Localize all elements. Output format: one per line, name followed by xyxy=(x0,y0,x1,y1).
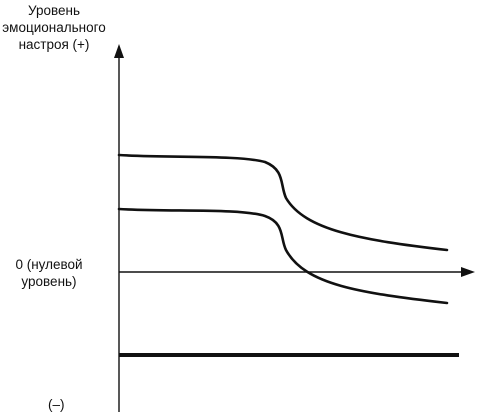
upper-curve xyxy=(117,153,449,252)
zero-level-label-line1: 0 (нулевой xyxy=(15,257,83,272)
y-axis-label-line2: эмоционального xyxy=(2,20,106,35)
y-axis-label-line3: настроя (+) xyxy=(18,37,90,52)
lower-curve xyxy=(117,207,449,305)
zero-level-label: 0 (нулевой уровень) xyxy=(0,256,98,290)
zero-level-label-line2: уровень) xyxy=(21,274,77,289)
negative-label: (–) xyxy=(48,397,65,412)
y-axis-label-line1: Уровень xyxy=(27,3,80,18)
x-axis-arrowhead xyxy=(461,267,475,277)
y-axis-label: Уровень эмоционального настроя (+) xyxy=(0,2,108,53)
y-axis-arrowhead xyxy=(114,44,124,58)
